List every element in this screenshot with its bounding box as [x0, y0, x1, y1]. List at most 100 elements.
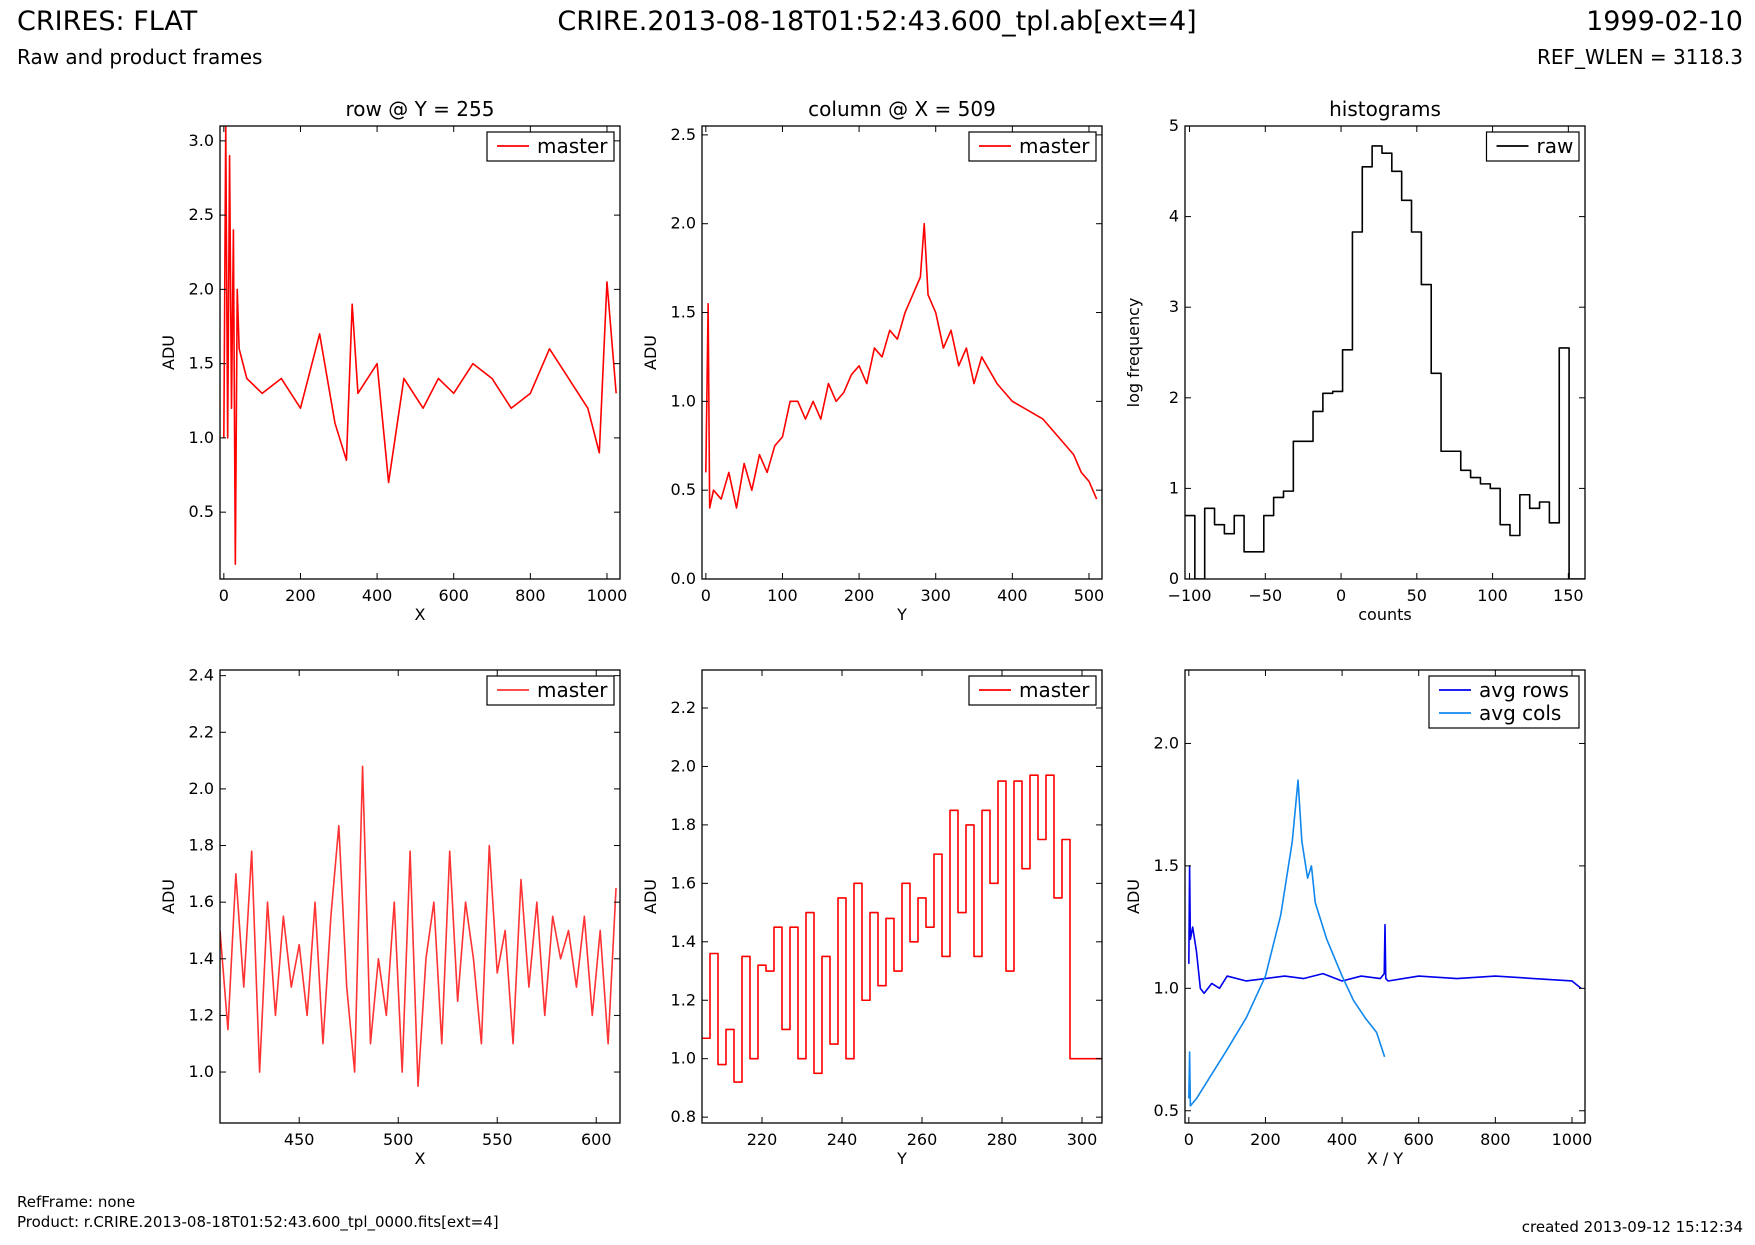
plot-frame-histograms — [1184, 125, 1586, 580]
x-tick-label-column-2: 200 — [844, 586, 875, 605]
legend-box-row-zoom — [486, 675, 615, 706]
x-axis-label-column: Y — [896, 605, 907, 624]
series-line-row-0 — [223, 126, 617, 565]
y-tick-label-histograms-3: 3 — [1169, 297, 1179, 316]
x-tick-label-row-3: 600 — [438, 586, 469, 605]
y-tick-label-row-zoom-2: 1.4 — [189, 949, 214, 968]
y-tick-label-column-zoom-3: 1.4 — [671, 932, 696, 951]
legend-column: master — [968, 131, 1097, 162]
subtitle-right: REF_WLEN = 3118.3 — [1536, 45, 1743, 69]
y-tick-label-row-zoom-1: 1.2 — [189, 1005, 214, 1024]
y-tick-label-histograms-2: 2 — [1169, 388, 1179, 407]
chart-averages: 0 200 400 600 800 1000 0.5 1.0 1.5 2.0 X / Y ADU avg… — [1124, 669, 1593, 1168]
y-tick-label-column-zoom-2: 1.2 — [671, 990, 696, 1009]
y-tick-label-row-zoom-6: 2.2 — [189, 722, 214, 741]
x-tick-label-averages-2: 400 — [1327, 1130, 1358, 1149]
y-axis-label-row: ADU — [159, 335, 178, 370]
legend-label-averages-1: avg cols — [1479, 701, 1561, 725]
plot-frame-column-zoom — [701, 669, 1103, 1124]
chart-row-zoom: 450 500 550 600 1.0 1.2 1.4 1.6 1.8 2.0 2.2 2.4 X ADU… — [159, 666, 621, 1168]
chart-column: 0 100 200 300 400 500 0.0 0.5 1.0 1.5 2.0 2.5 column… — [641, 97, 1104, 624]
plot-frame-row — [219, 125, 621, 580]
x-tick-label-column-zoom-4: 300 — [1067, 1130, 1098, 1149]
x-tick-label-histograms-0: −100 — [1168, 586, 1212, 605]
y-tick-label-row-zoom-7: 2.4 — [189, 666, 214, 685]
y-axis-label-row-zoom: ADU — [159, 879, 178, 914]
x-tick-label-row-0: 0 — [219, 586, 229, 605]
y-axis-label-column-zoom: ADU — [641, 879, 660, 914]
footer-created: created 2013-09-12 15:12:34 — [1521, 1218, 1743, 1236]
y-axis-label-histograms: log frequency — [1124, 298, 1143, 408]
x-axis-label-row: X — [415, 605, 426, 624]
y-tick-label-column-zoom-1: 1.0 — [671, 1049, 696, 1068]
chart-histograms: −100 −50 0 50 100 150 0 1 2 3 4 5 histograms counts lo… — [1124, 97, 1586, 624]
x-tick-label-column-zoom-1: 240 — [827, 1130, 858, 1149]
x-tick-label-averages-5: 1000 — [1552, 1130, 1593, 1149]
x-tick-label-histograms-2: 0 — [1336, 586, 1346, 605]
legend-label-row-0: master — [537, 134, 608, 158]
y-tick-label-row-zoom-0: 1.0 — [189, 1062, 214, 1081]
y-tick-label-column-zoom-0: 0.8 — [671, 1107, 696, 1126]
x-tick-label-averages-0: 0 — [1184, 1130, 1194, 1149]
y-tick-label-row-5: 3.0 — [189, 131, 214, 150]
x-tick-label-histograms-1: −50 — [1248, 586, 1282, 605]
y-tick-label-column-5: 2.5 — [671, 125, 696, 144]
x-tick-label-row-1: 200 — [285, 586, 316, 605]
x-tick-label-column-zoom-3: 280 — [987, 1130, 1018, 1149]
legend-row: master — [486, 131, 615, 162]
y-tick-label-row-0: 0.5 — [189, 502, 214, 521]
y-tick-label-histograms-5: 5 — [1169, 116, 1179, 135]
legend-label-histograms-0: raw — [1537, 134, 1574, 158]
x-tick-label-averages-1: 200 — [1250, 1130, 1281, 1149]
y-tick-label-row-3: 2.0 — [189, 279, 214, 298]
x-tick-label-row-zoom-1: 500 — [383, 1130, 414, 1149]
legend-label-row-zoom-0: master — [537, 678, 608, 702]
y-tick-label-histograms-4: 4 — [1169, 207, 1179, 226]
x-tick-label-histograms-3: 50 — [1407, 586, 1427, 605]
y-tick-label-row-4: 2.5 — [189, 205, 214, 224]
x-tick-label-averages-3: 600 — [1403, 1130, 1434, 1149]
x-tick-label-column-0: 0 — [701, 586, 711, 605]
series-line-averages-0 — [1188, 865, 1582, 995]
x-tick-label-column-zoom-2: 260 — [907, 1130, 938, 1149]
y-axis-label-averages: ADU — [1124, 879, 1143, 914]
plot-frame-averages — [1184, 669, 1586, 1124]
title-center: CRIRE.2013-08-18T01:52:43.600_tpl.ab[ext… — [557, 6, 1197, 37]
x-axis-label-column-zoom: Y — [896, 1149, 907, 1168]
x-tick-label-column-1: 100 — [767, 586, 798, 605]
footer-ref-frame: RefFrame: none — [17, 1193, 136, 1211]
title-left: CRIRES: FLAT — [17, 6, 198, 37]
y-tick-label-averages-2: 1.5 — [1154, 856, 1179, 875]
x-tick-label-column-4: 400 — [997, 586, 1028, 605]
legend-label-column-zoom-0: master — [1019, 678, 1090, 702]
y-tick-label-column-3: 1.5 — [671, 303, 696, 322]
x-axis-label-averages: X / Y — [1367, 1149, 1404, 1168]
x-axis-label-row-zoom: X — [415, 1149, 426, 1168]
legend-label-averages-0: avg rows — [1479, 678, 1569, 702]
series-line-column-zoom-0 — [702, 774, 1102, 1083]
legend-label-column-0: master — [1019, 134, 1090, 158]
y-tick-label-column-4: 2.0 — [671, 214, 696, 233]
title-right: 1999-02-10 — [1586, 6, 1743, 37]
x-tick-label-row-2: 400 — [362, 586, 393, 605]
y-tick-label-column-zoom-4: 1.6 — [671, 873, 696, 892]
x-tick-label-row-zoom-0: 450 — [284, 1130, 315, 1149]
x-tick-label-row-5: 1000 — [587, 586, 628, 605]
y-tick-label-column-zoom-7: 2.2 — [671, 698, 696, 717]
footer-product: Product: r.CRIRE.2013-08-18T01:52:43.600… — [17, 1213, 499, 1231]
chart-column-zoom: 220 240 260 280 300 0.8 1.0 1.2 1.4 1.6 1.8 2.0 2.2 Y… — [641, 669, 1103, 1168]
x-tick-label-column-5: 500 — [1074, 586, 1105, 605]
plot-frame-row-zoom — [219, 669, 621, 1124]
series-line-histograms-0 — [1185, 145, 1585, 579]
y-tick-label-row-zoom-5: 2.0 — [189, 779, 214, 798]
y-tick-label-histograms-1: 1 — [1169, 478, 1179, 497]
x-tick-label-row-zoom-2: 550 — [482, 1130, 513, 1149]
x-tick-label-row-4: 800 — [515, 586, 546, 605]
series-line-row-zoom-0 — [220, 765, 617, 1087]
x-tick-label-row-zoom-3: 600 — [581, 1130, 612, 1149]
x-tick-label-column-3: 300 — [920, 586, 951, 605]
chart-title-row: row @ Y = 255 — [346, 97, 495, 121]
y-tick-label-column-1: 0.5 — [671, 480, 696, 499]
y-tick-label-column-2: 1.0 — [671, 391, 696, 410]
